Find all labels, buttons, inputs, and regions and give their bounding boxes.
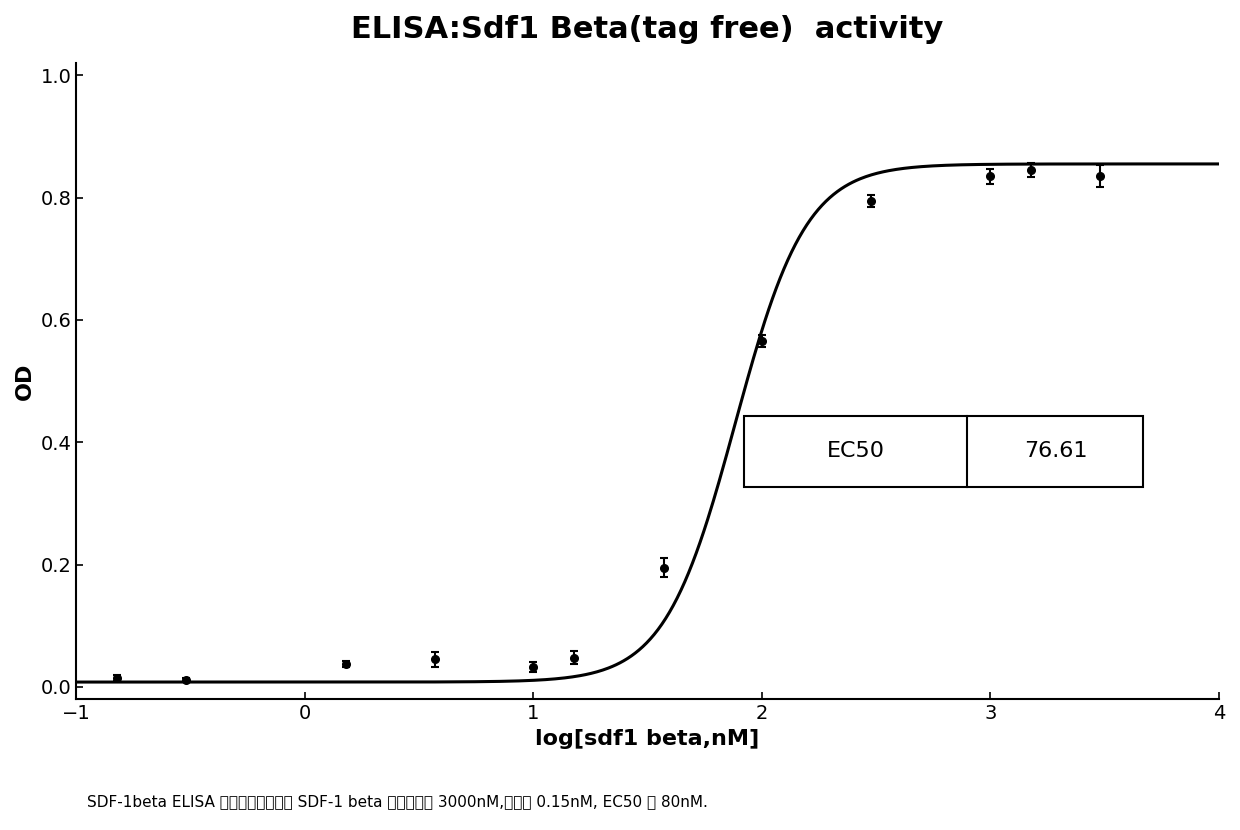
Text: EC50: EC50 bbox=[827, 442, 884, 461]
X-axis label: log[sdf1 beta,nM]: log[sdf1 beta,nM] bbox=[536, 729, 760, 749]
Bar bbox=[744, 417, 1143, 486]
Y-axis label: OD: OD bbox=[15, 363, 35, 400]
Title: ELISA:Sdf1 Beta(tag free)  activity: ELISA:Sdf1 Beta(tag free) activity bbox=[351, 15, 944, 44]
Text: SDF-1beta ELISA 活性检测反应图， SDF-1 beta 最高浓度为 3000nM,最低为 0.15nM, EC50 为 80nM.: SDF-1beta ELISA 活性检测反应图， SDF-1 beta 最高浓度… bbox=[87, 794, 708, 809]
Text: 76.61: 76.61 bbox=[1024, 442, 1087, 461]
